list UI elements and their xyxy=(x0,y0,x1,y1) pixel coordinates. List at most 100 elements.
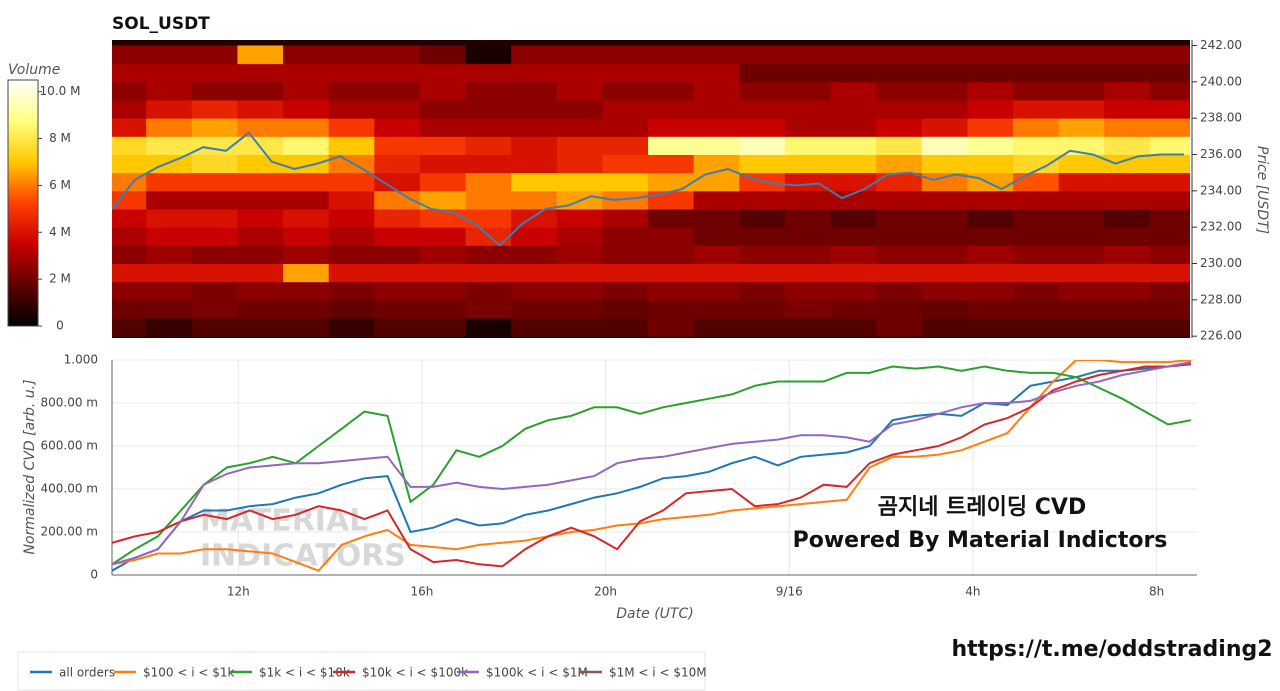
heat-cell xyxy=(328,63,375,83)
cvd-line xyxy=(112,360,1192,572)
heat-cell xyxy=(1104,190,1151,210)
heat-cell xyxy=(1149,154,1190,174)
heat-cell xyxy=(784,245,832,264)
heat-cell xyxy=(465,136,512,155)
heat-cell xyxy=(1104,263,1151,283)
heat-cell xyxy=(1104,63,1151,83)
y-tick-label: 400.00 m xyxy=(41,482,99,496)
heat-cell xyxy=(465,299,512,319)
heat-cell xyxy=(1058,318,1105,337)
heat-cell xyxy=(830,118,877,137)
heat-cell xyxy=(830,154,877,174)
heat-cell xyxy=(693,190,740,210)
heat-cell xyxy=(739,190,786,210)
colorbar xyxy=(7,79,39,327)
heat-cell xyxy=(1012,263,1060,283)
y-tick-label: 0 xyxy=(90,568,98,582)
heat-cell xyxy=(237,318,284,337)
heat-cell xyxy=(328,81,375,101)
heat-cell xyxy=(784,299,832,319)
y-tick-label: 230.00 xyxy=(1200,256,1242,270)
heat-cell xyxy=(967,118,1014,137)
heat-cell xyxy=(556,81,603,101)
heat-cell xyxy=(602,245,649,264)
heat-cell xyxy=(374,227,421,246)
heat-cell xyxy=(112,172,147,192)
heat-cell xyxy=(1149,45,1190,65)
heat-cell xyxy=(739,118,786,137)
legend-label: $100k < i < $1M xyxy=(486,666,588,680)
heat-cell xyxy=(1149,299,1190,319)
heat-cell xyxy=(283,190,330,210)
heat-cell xyxy=(876,63,923,83)
heat-cell xyxy=(648,136,695,155)
heat-cell xyxy=(967,172,1014,192)
heat-cell xyxy=(112,190,147,210)
heat-cell xyxy=(1058,45,1105,65)
cvd-line xyxy=(112,365,1192,566)
heat-cell xyxy=(419,299,467,319)
heat-cell xyxy=(876,172,923,192)
heat-cell xyxy=(648,263,695,283)
heat-cell xyxy=(465,281,512,301)
y-tick-label: 228.00 xyxy=(1200,292,1242,306)
heat-cell xyxy=(1012,99,1060,119)
heat-cell xyxy=(784,63,832,83)
legend-label: $1M < i < $10M xyxy=(609,666,707,680)
heat-cell xyxy=(1149,281,1190,301)
heat-cell xyxy=(1104,118,1151,137)
heat-cell xyxy=(465,190,512,210)
watermark: INDICATORS xyxy=(200,539,406,574)
heat-cell xyxy=(146,208,193,228)
heat-cell xyxy=(602,45,649,65)
heat-cell xyxy=(146,45,193,65)
heat-cell xyxy=(511,190,558,210)
heat-cell xyxy=(1058,63,1105,83)
heat-cell xyxy=(556,118,603,137)
heat-cell xyxy=(739,99,786,119)
heat-cell xyxy=(876,45,923,65)
heat-cell xyxy=(374,208,421,228)
colorbar-tick-label: 2 M xyxy=(49,272,71,286)
heat-cell xyxy=(1058,245,1105,264)
x-tick-label: 4h xyxy=(965,585,980,599)
heat-cell xyxy=(921,63,968,83)
heat-cell xyxy=(283,81,330,101)
heat-cell xyxy=(693,263,740,283)
x-tick-label: 9/16 xyxy=(776,585,803,599)
heat-cell xyxy=(648,299,695,319)
url: https://t.me/oddstrading2 xyxy=(951,637,1272,662)
heat-cell xyxy=(1012,81,1060,101)
heat-cell xyxy=(191,299,238,319)
heat-cell xyxy=(511,227,558,246)
heat-cell xyxy=(1104,154,1151,174)
heat-cell xyxy=(830,318,877,337)
heat-cell xyxy=(921,263,968,283)
heat-cell xyxy=(465,318,512,337)
heat-cell xyxy=(191,263,238,283)
heat-cell xyxy=(648,118,695,137)
y-tick-label: 232.00 xyxy=(1200,220,1242,234)
heat-cell xyxy=(784,318,832,337)
heat-cell xyxy=(283,281,330,301)
heat-cell xyxy=(1058,299,1105,319)
heat-cell xyxy=(830,99,877,119)
heat-cell xyxy=(739,63,786,83)
price-line xyxy=(112,131,1185,247)
heat-cell xyxy=(602,63,649,83)
heat-cell xyxy=(146,190,193,210)
heat-cell xyxy=(191,118,238,137)
y-tick-label: 238.00 xyxy=(1200,111,1242,125)
heat-cell xyxy=(967,190,1014,210)
colorbar-tick-label: 6 M xyxy=(49,178,71,192)
heat-cell xyxy=(556,63,603,83)
heat-cell xyxy=(191,227,238,246)
lines xyxy=(112,360,1192,572)
heat-cell xyxy=(693,318,740,337)
heat-cell xyxy=(556,45,603,65)
heat-cell xyxy=(1149,190,1190,210)
heat-cell xyxy=(374,245,421,264)
heat-cell xyxy=(1104,172,1151,192)
headline: 곰지네 트레이딩 CVD xyxy=(878,495,1086,520)
heat-cell xyxy=(967,63,1014,83)
